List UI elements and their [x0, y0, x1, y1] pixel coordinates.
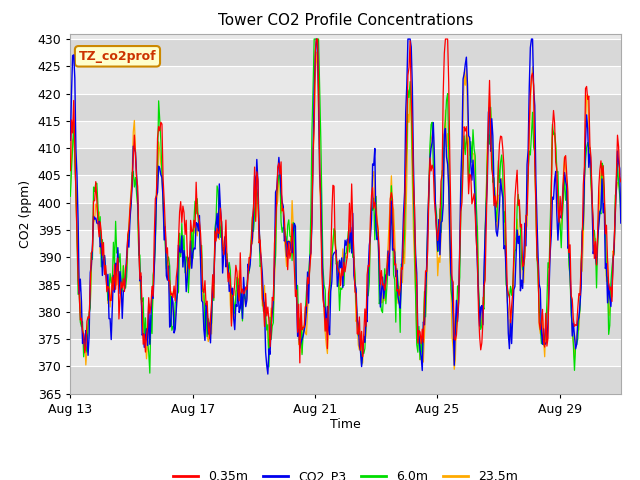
Bar: [70, 148, 621, 175]
Bar: [70, 230, 621, 257]
Bar: [70, 94, 621, 121]
Bar: [70, 121, 621, 148]
Title: Tower CO2 Profile Concentrations: Tower CO2 Profile Concentrations: [218, 13, 474, 28]
Bar: [70, 66, 621, 94]
Bar: [70, 175, 621, 203]
Bar: [70, 39, 621, 66]
Y-axis label: CO2 (ppm): CO2 (ppm): [19, 180, 32, 248]
Bar: [70, 312, 621, 339]
Legend: 0.35m, CO2_P3, 6.0m, 23.5m: 0.35m, CO2_P3, 6.0m, 23.5m: [168, 465, 523, 480]
Bar: [70, 285, 621, 312]
Bar: [70, 366, 621, 394]
Bar: [70, 257, 621, 285]
Bar: [70, 203, 621, 230]
Text: TZ_co2prof: TZ_co2prof: [79, 50, 156, 63]
X-axis label: Time: Time: [330, 419, 361, 432]
Bar: [70, 339, 621, 366]
